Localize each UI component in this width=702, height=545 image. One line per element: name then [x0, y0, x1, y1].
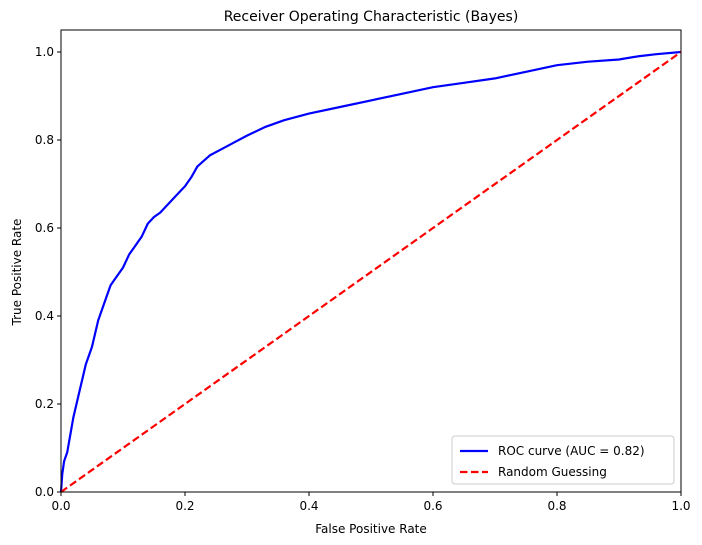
- legend-label-roc: ROC curve (AUC = 0.82): [498, 444, 645, 458]
- y-tick-label: 0.4: [35, 309, 54, 323]
- plot-frame: [60, 29, 682, 493]
- plot-area: [59, 29, 682, 493]
- x-axis-ticks: 0.0 0.2 0.4 0.6 0.8 1.0: [51, 492, 691, 513]
- y-axis-ticks: 0.0 0.2 0.4 0.6 0.8 1.0: [35, 45, 61, 499]
- x-tick-label: 0.8: [547, 499, 566, 513]
- x-tick-label: 0.6: [423, 499, 442, 513]
- chart-title: Receiver Operating Characteristic (Bayes…: [224, 9, 519, 25]
- y-tick-label: 0.0: [35, 485, 54, 499]
- x-tick-label: 0.2: [175, 499, 194, 513]
- y-tick-label: 0.6: [35, 221, 54, 235]
- x-axis-label: False Positive Rate: [315, 522, 427, 536]
- legend: ROC curve (AUC = 0.82) Random Guessing: [451, 435, 675, 485]
- series-line-random: [60, 51, 682, 493]
- y-axis-label: True Positive Rate: [10, 219, 24, 327]
- x-tick-label: 0.4: [299, 499, 318, 513]
- series-line-roc: [59, 50, 682, 493]
- legend-label-random: Random Guessing: [498, 465, 607, 479]
- legend-box: [451, 435, 675, 485]
- y-tick-label: 0.2: [35, 397, 54, 411]
- x-tick-label: 1.0: [671, 499, 690, 513]
- y-tick-label: 0.8: [35, 133, 54, 147]
- x-tick-label: 0.0: [51, 499, 70, 513]
- y-tick-label: 1.0: [35, 45, 54, 59]
